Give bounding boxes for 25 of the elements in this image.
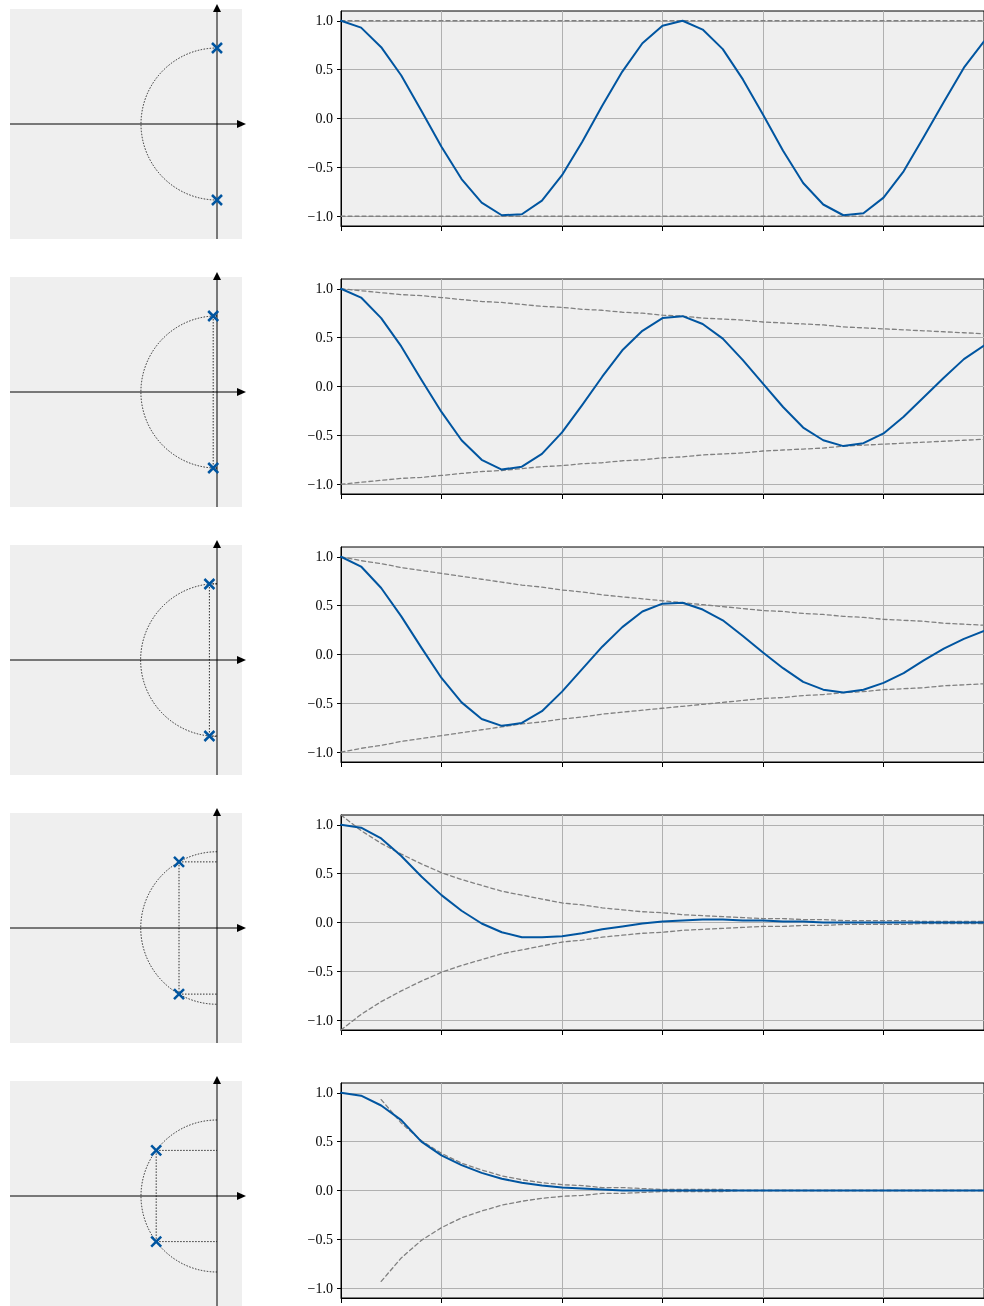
y-tick-label: 0.0 [315,1183,333,1198]
y-tick-label: 0.5 [315,598,333,614]
y-tick-label: −0.5 [307,1231,333,1247]
y-tick-label: 1.0 [315,281,333,297]
y-tick-label: −1.0 [307,1280,333,1296]
y-tick-label: 0.5 [315,62,333,78]
y-tick-label: −0.5 [307,963,333,979]
y-tick-label: −0.5 [307,427,333,443]
y-tick-label: 0.0 [315,111,333,126]
y-tick-label: −1.0 [307,744,333,760]
y-tick-label: −0.5 [307,159,333,175]
y-tick-label: 0.5 [315,1134,333,1150]
y-tick-label: −1.0 [307,208,333,224]
y-tick-label: 1.0 [315,549,333,565]
y-tick-label: 0.0 [315,379,333,394]
y-tick-label: 1.0 [315,13,333,29]
y-tick-label: −1.0 [307,1012,333,1028]
y-tick-label: 1.0 [315,1085,333,1101]
y-tick-label: −0.5 [307,695,333,711]
y-tick-label: 1.0 [315,817,333,833]
y-tick-label: 0.0 [315,915,333,930]
y-tick-label: −1.0 [307,476,333,492]
y-tick-label: 0.0 [315,647,333,662]
y-tick-label: 0.5 [315,330,333,346]
y-tick-label: 0.5 [315,866,333,882]
